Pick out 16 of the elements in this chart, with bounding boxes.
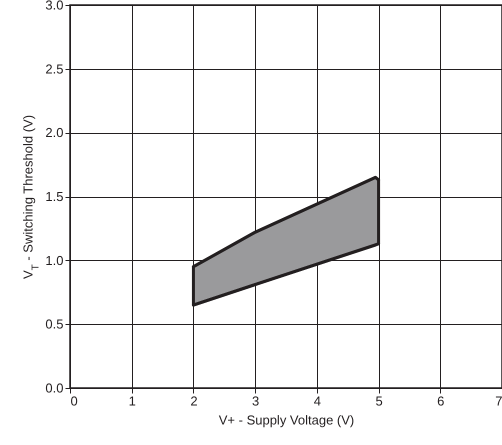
x-tick-label: 4	[314, 394, 321, 408]
x-tick-label: 2	[190, 394, 198, 408]
x-tick-label: 7	[495, 394, 502, 408]
y-tick-label: 3.0	[45, 0, 64, 12]
y-tick-label: 2.0	[45, 125, 64, 140]
x-tick-label: 0	[70, 394, 78, 408]
y-tick-label: 0.5	[45, 316, 64, 332]
x-tick-label: 6	[437, 394, 444, 408]
x-tick-label: 5	[375, 394, 383, 408]
y-tick-label: 0.0	[45, 380, 64, 396]
y-tick-label: 1.0	[45, 252, 64, 268]
y-tick-label: 2.5	[45, 61, 64, 76]
x-axis-title: V+ - Supply Voltage (V)	[218, 412, 354, 428]
y-tick-label: 1.5	[45, 189, 64, 204]
x-tick-label: 1	[128, 394, 136, 408]
x-tick-label: 3	[252, 394, 260, 408]
